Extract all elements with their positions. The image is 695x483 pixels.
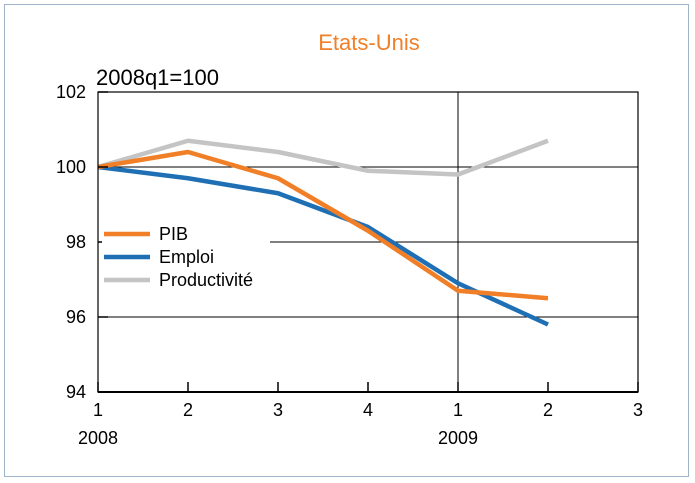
y-tick-label: 102 xyxy=(56,82,86,102)
y-tick-label: 94 xyxy=(66,382,86,402)
y-tick-label: 98 xyxy=(66,232,86,252)
x-tick-label: 3 xyxy=(633,400,643,420)
year-label: 2009 xyxy=(438,428,478,448)
series-line-pib xyxy=(97,149,549,301)
legend: PIB Emploi Productivité xyxy=(102,222,270,290)
tick-labels: 1 2 3 4 1 2 3 2008 2009 94 96 98 100 102 xyxy=(56,82,643,448)
legend-label: Productivité xyxy=(159,270,253,290)
unit-label: 2008q1=100 xyxy=(96,65,219,90)
series-line-productivité xyxy=(97,138,549,177)
axes xyxy=(97,91,639,393)
x-tick-label: 1 xyxy=(93,400,103,420)
x-tick-label: 4 xyxy=(363,400,373,420)
legend-label: PIB xyxy=(159,224,188,244)
x-tick-label: 2 xyxy=(543,400,553,420)
y-tick-label: 100 xyxy=(56,157,86,177)
series-lines xyxy=(97,138,549,327)
y-tick-label: 96 xyxy=(66,307,86,327)
x-tick-label: 1 xyxy=(453,400,463,420)
x-tick-label: 3 xyxy=(273,400,283,420)
chart-title: Etats-Unis xyxy=(318,30,419,55)
x-tick-label: 2 xyxy=(183,400,193,420)
year-label: 2008 xyxy=(78,428,118,448)
legend-label: Emploi xyxy=(159,247,214,267)
